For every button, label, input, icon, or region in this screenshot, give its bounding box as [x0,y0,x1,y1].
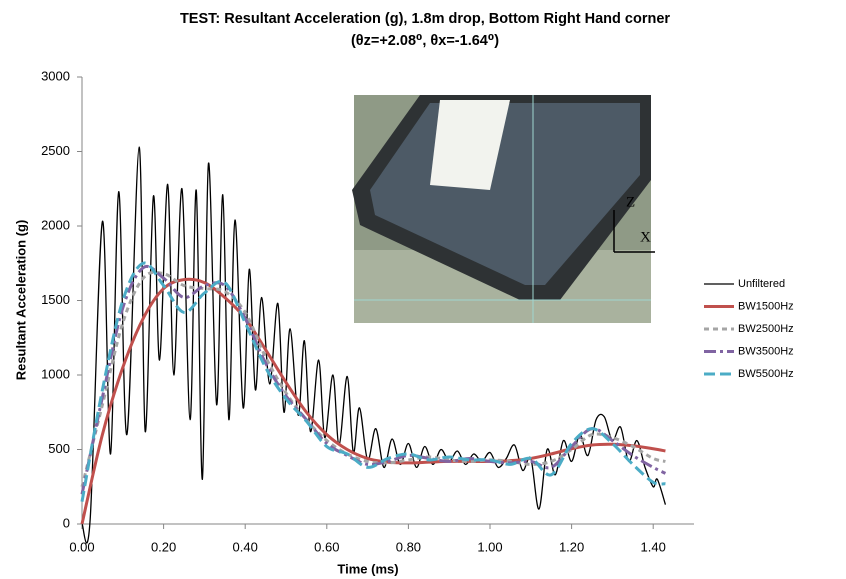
chart-subtitle: (θz=+2.08⁰, θx=-1.64⁰) [351,33,499,49]
y-tick-label: 2500 [41,143,70,158]
series-line [80,261,666,502]
x-tick-label: 1.20 [559,539,584,554]
series-line [80,265,667,495]
x-tick-label: 0.00 [69,539,94,554]
y-axis-title: Resultant Acceleration (g) [13,220,28,381]
legend-label: BW3500Hz [738,345,794,357]
legend-label: BW5500Hz [738,368,794,380]
legend-label: Unfiltered [738,278,785,290]
x-tick-label: 0.40 [233,539,258,554]
y-tick-label: 1500 [41,292,70,307]
x-tick-label: 0.20 [151,539,176,554]
x-tick-label: 0.60 [314,539,339,554]
y-tick-label: 0 [63,515,70,530]
y-tick-label: 1000 [41,366,70,381]
legend-label: BW1500Hz [738,300,794,312]
chart-title: TEST: Resultant Acceleration (g), 1.8m d… [180,11,670,27]
y-tick-label: 3000 [41,68,70,83]
inset-label: X [640,229,651,245]
y-tick-label: 500 [48,441,70,456]
inset-label: Z [626,194,635,210]
inset-photo [352,95,655,323]
y-tick-label: 2000 [41,217,70,232]
x-tick-label: 1.00 [477,539,502,554]
x-axis-title: Time (ms) [337,561,398,576]
legend-label: BW2500Hz [738,323,794,335]
series-line [80,270,666,488]
x-tick-label: 1.40 [641,539,666,554]
x-tick-label: 0.80 [396,539,421,554]
